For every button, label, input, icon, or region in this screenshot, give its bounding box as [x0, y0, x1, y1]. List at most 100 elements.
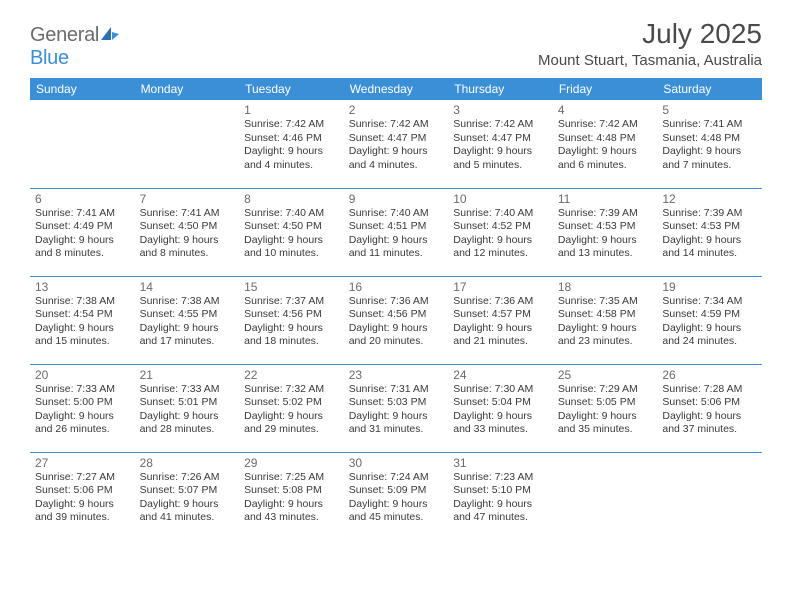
- day-number: 31: [453, 456, 548, 470]
- title-block: July 2025 Mount Stuart, Tasmania, Austra…: [538, 18, 762, 69]
- calendar-cell: 15Sunrise: 7:37 AMSunset: 4:56 PMDayligh…: [239, 276, 344, 364]
- day-number: 28: [140, 456, 235, 470]
- calendar-cell: 6Sunrise: 7:41 AMSunset: 4:49 PMDaylight…: [30, 188, 135, 276]
- day-details: Sunrise: 7:28 AMSunset: 5:06 PMDaylight:…: [662, 383, 757, 437]
- day-details: Sunrise: 7:31 AMSunset: 5:03 PMDaylight:…: [349, 383, 444, 437]
- day-details: Sunrise: 7:42 AMSunset: 4:46 PMDaylight:…: [244, 118, 339, 172]
- day-details: Sunrise: 7:33 AMSunset: 5:00 PMDaylight:…: [35, 383, 130, 437]
- calendar-cell: 8Sunrise: 7:40 AMSunset: 4:50 PMDaylight…: [239, 188, 344, 276]
- brand-logo: GeneralBlue: [30, 18, 119, 70]
- day-details: Sunrise: 7:26 AMSunset: 5:07 PMDaylight:…: [140, 471, 235, 525]
- column-header: Saturday: [657, 78, 762, 100]
- day-number: 17: [453, 280, 548, 294]
- day-number: 24: [453, 368, 548, 382]
- day-number: 20: [35, 368, 130, 382]
- day-number: 27: [35, 456, 130, 470]
- column-header: Monday: [135, 78, 240, 100]
- calendar-body: 1Sunrise: 7:42 AMSunset: 4:46 PMDaylight…: [30, 100, 762, 540]
- calendar-cell: [553, 452, 658, 540]
- day-number: 12: [662, 192, 757, 206]
- header: GeneralBlue July 2025 Mount Stuart, Tasm…: [30, 18, 762, 70]
- location-text: Mount Stuart, Tasmania, Australia: [538, 52, 762, 69]
- day-number: 4: [558, 103, 653, 117]
- day-number: 30: [349, 456, 444, 470]
- day-number: 9: [349, 192, 444, 206]
- calendar-cell: 17Sunrise: 7:36 AMSunset: 4:57 PMDayligh…: [448, 276, 553, 364]
- brand-name-b: Blue: [30, 47, 69, 69]
- sail-icon: [101, 24, 119, 47]
- table-row: 13Sunrise: 7:38 AMSunset: 4:54 PMDayligh…: [30, 276, 762, 364]
- calendar-cell: 19Sunrise: 7:34 AMSunset: 4:59 PMDayligh…: [657, 276, 762, 364]
- calendar-cell: [657, 452, 762, 540]
- day-number: 13: [35, 280, 130, 294]
- day-details: Sunrise: 7:36 AMSunset: 4:57 PMDaylight:…: [453, 295, 548, 349]
- day-number: 29: [244, 456, 339, 470]
- column-header: Friday: [553, 78, 658, 100]
- day-number: 6: [35, 192, 130, 206]
- calendar-cell: 23Sunrise: 7:31 AMSunset: 5:03 PMDayligh…: [344, 364, 449, 452]
- day-details: Sunrise: 7:33 AMSunset: 5:01 PMDaylight:…: [140, 383, 235, 437]
- day-details: Sunrise: 7:41 AMSunset: 4:50 PMDaylight:…: [140, 207, 235, 261]
- day-number: 18: [558, 280, 653, 294]
- day-details: Sunrise: 7:37 AMSunset: 4:56 PMDaylight:…: [244, 295, 339, 349]
- day-details: Sunrise: 7:38 AMSunset: 4:55 PMDaylight:…: [140, 295, 235, 349]
- day-number: 25: [558, 368, 653, 382]
- calendar-cell: 24Sunrise: 7:30 AMSunset: 5:04 PMDayligh…: [448, 364, 553, 452]
- day-details: Sunrise: 7:24 AMSunset: 5:09 PMDaylight:…: [349, 471, 444, 525]
- day-details: Sunrise: 7:40 AMSunset: 4:50 PMDaylight:…: [244, 207, 339, 261]
- day-number: 23: [349, 368, 444, 382]
- calendar-cell: 29Sunrise: 7:25 AMSunset: 5:08 PMDayligh…: [239, 452, 344, 540]
- calendar-cell: 1Sunrise: 7:42 AMSunset: 4:46 PMDaylight…: [239, 100, 344, 188]
- day-number: 5: [662, 103, 757, 117]
- calendar-cell: 21Sunrise: 7:33 AMSunset: 5:01 PMDayligh…: [135, 364, 240, 452]
- day-number: 3: [453, 103, 548, 117]
- day-number: 11: [558, 192, 653, 206]
- day-details: Sunrise: 7:25 AMSunset: 5:08 PMDaylight:…: [244, 471, 339, 525]
- day-details: Sunrise: 7:39 AMSunset: 4:53 PMDaylight:…: [558, 207, 653, 261]
- table-row: 1Sunrise: 7:42 AMSunset: 4:46 PMDaylight…: [30, 100, 762, 188]
- day-details: Sunrise: 7:23 AMSunset: 5:10 PMDaylight:…: [453, 471, 548, 525]
- day-number: 7: [140, 192, 235, 206]
- day-details: Sunrise: 7:42 AMSunset: 4:48 PMDaylight:…: [558, 118, 653, 172]
- day-number: 14: [140, 280, 235, 294]
- brand-name-a: General: [30, 24, 99, 46]
- day-details: Sunrise: 7:40 AMSunset: 4:51 PMDaylight:…: [349, 207, 444, 261]
- column-header: Tuesday: [239, 78, 344, 100]
- calendar-cell: 31Sunrise: 7:23 AMSunset: 5:10 PMDayligh…: [448, 452, 553, 540]
- day-number: 15: [244, 280, 339, 294]
- day-number: 8: [244, 192, 339, 206]
- column-header: Wednesday: [344, 78, 449, 100]
- calendar-cell: 5Sunrise: 7:41 AMSunset: 4:48 PMDaylight…: [657, 100, 762, 188]
- calendar-cell: 9Sunrise: 7:40 AMSunset: 4:51 PMDaylight…: [344, 188, 449, 276]
- table-row: 27Sunrise: 7:27 AMSunset: 5:06 PMDayligh…: [30, 452, 762, 540]
- day-number: 21: [140, 368, 235, 382]
- calendar-cell: 10Sunrise: 7:40 AMSunset: 4:52 PMDayligh…: [448, 188, 553, 276]
- day-details: Sunrise: 7:42 AMSunset: 4:47 PMDaylight:…: [349, 118, 444, 172]
- calendar-cell: 30Sunrise: 7:24 AMSunset: 5:09 PMDayligh…: [344, 452, 449, 540]
- day-number: 2: [349, 103, 444, 117]
- day-details: Sunrise: 7:34 AMSunset: 4:59 PMDaylight:…: [662, 295, 757, 349]
- day-details: Sunrise: 7:41 AMSunset: 4:49 PMDaylight:…: [35, 207, 130, 261]
- calendar-head: SundayMondayTuesdayWednesdayThursdayFrid…: [30, 78, 762, 100]
- column-header: Thursday: [448, 78, 553, 100]
- calendar-cell: 11Sunrise: 7:39 AMSunset: 4:53 PMDayligh…: [553, 188, 658, 276]
- day-details: Sunrise: 7:40 AMSunset: 4:52 PMDaylight:…: [453, 207, 548, 261]
- calendar-cell: 2Sunrise: 7:42 AMSunset: 4:47 PMDaylight…: [344, 100, 449, 188]
- calendar-cell: 14Sunrise: 7:38 AMSunset: 4:55 PMDayligh…: [135, 276, 240, 364]
- calendar-cell: 25Sunrise: 7:29 AMSunset: 5:05 PMDayligh…: [553, 364, 658, 452]
- calendar-cell: 28Sunrise: 7:26 AMSunset: 5:07 PMDayligh…: [135, 452, 240, 540]
- day-details: Sunrise: 7:36 AMSunset: 4:56 PMDaylight:…: [349, 295, 444, 349]
- calendar-cell: 13Sunrise: 7:38 AMSunset: 4:54 PMDayligh…: [30, 276, 135, 364]
- calendar-cell: 7Sunrise: 7:41 AMSunset: 4:50 PMDaylight…: [135, 188, 240, 276]
- day-number: 26: [662, 368, 757, 382]
- calendar-cell: 26Sunrise: 7:28 AMSunset: 5:06 PMDayligh…: [657, 364, 762, 452]
- day-details: Sunrise: 7:42 AMSunset: 4:47 PMDaylight:…: [453, 118, 548, 172]
- calendar-cell: [135, 100, 240, 188]
- calendar-cell: 22Sunrise: 7:32 AMSunset: 5:02 PMDayligh…: [239, 364, 344, 452]
- calendar-cell: [30, 100, 135, 188]
- calendar-cell: 16Sunrise: 7:36 AMSunset: 4:56 PMDayligh…: [344, 276, 449, 364]
- day-details: Sunrise: 7:30 AMSunset: 5:04 PMDaylight:…: [453, 383, 548, 437]
- calendar-cell: 12Sunrise: 7:39 AMSunset: 4:53 PMDayligh…: [657, 188, 762, 276]
- table-row: 20Sunrise: 7:33 AMSunset: 5:00 PMDayligh…: [30, 364, 762, 452]
- day-details: Sunrise: 7:27 AMSunset: 5:06 PMDaylight:…: [35, 471, 130, 525]
